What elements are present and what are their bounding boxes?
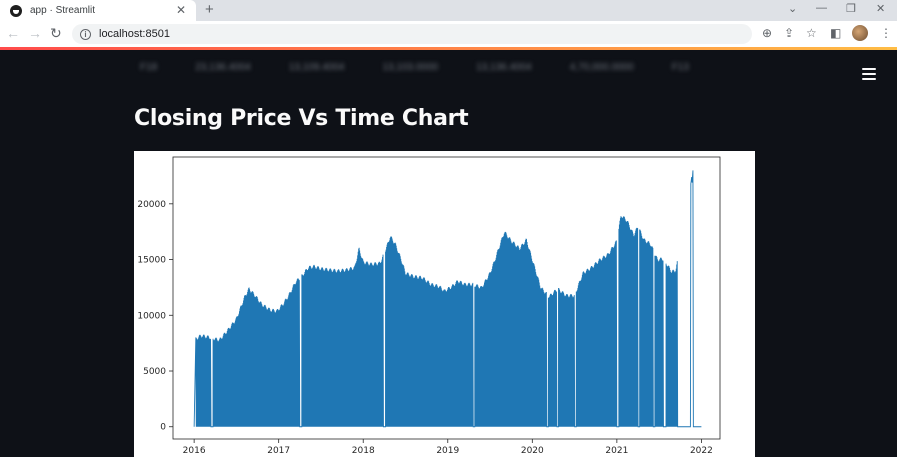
browser-tab[interactable]: app · Streamlit ✕ — [0, 0, 196, 21]
series-layer — [193, 170, 702, 428]
y-tick-label: 0 — [160, 423, 166, 433]
share-icon[interactable]: ⇪ — [784, 26, 795, 40]
blurred-cell: 23,136.4004 — [195, 62, 251, 73]
star-icon[interactable]: ☆ — [806, 26, 817, 40]
new-tab-icon[interactable]: + — [205, 1, 214, 18]
blurred-table-row: F18 23,136.4004 13,109.4004 13,103.0000 … — [140, 62, 760, 78]
reload-icon[interactable]: ↻ — [50, 25, 62, 41]
address-bar: ← → ↻ i localhost:8501 ⊕ ⇪ ☆ ◧ ⋮ — [0, 21, 897, 47]
close-icon[interactable]: ✕ — [176, 3, 187, 17]
forward-icon[interactable]: → — [28, 25, 42, 41]
x-tick-label: 2016 — [183, 446, 206, 456]
minimize-icon[interactable]: — — [816, 2, 827, 14]
x-tick-label: 2017 — [267, 446, 290, 456]
tab-title: app · Streamlit — [30, 5, 96, 16]
chart-figure: 0 5000 10000 15000 20000 2016 2017 2018 2019 202… — [134, 151, 755, 457]
blurred-cell: 13,136.4004 — [476, 62, 532, 73]
blurred-cell: 4,70,000.0000 — [569, 62, 634, 73]
url-text: localhost:8501 — [99, 28, 170, 40]
hamburger-menu-icon[interactable] — [862, 68, 876, 83]
info-icon[interactable]: i — [80, 28, 91, 40]
plot-frame — [172, 156, 721, 440]
x-tick-label: 2018 — [352, 446, 375, 456]
closing-price-series-line — [193, 170, 702, 428]
y-tick-label: 20000 — [137, 200, 166, 210]
sidepanel-icon[interactable]: ◧ — [830, 26, 842, 40]
avatar[interactable] — [852, 25, 868, 41]
closing-price-chart: 0 5000 10000 15000 20000 2016 2017 2018 2019 202… — [137, 156, 721, 456]
y-tick-label: 5000 — [143, 367, 166, 377]
x-tick-label: 2020 — [521, 446, 544, 456]
restore-icon[interactable]: ❐ — [846, 3, 856, 15]
x-tick-label: 2021 — [605, 446, 628, 456]
y-tick-label: 10000 — [137, 311, 166, 321]
back-icon[interactable]: ← — [6, 25, 20, 41]
kebab-menu-icon[interactable]: ⋮ — [880, 26, 892, 40]
page-title: Closing Price Vs Time Chart — [134, 106, 469, 131]
blurred-cell: F13 — [671, 62, 689, 73]
zoom-icon[interactable]: ⊕ — [762, 26, 773, 40]
window-close-icon[interactable]: ✕ — [876, 3, 886, 15]
x-tick-label: 2022 — [690, 446, 713, 456]
blurred-cell: 13,103.0000 — [382, 62, 439, 73]
url-input[interactable]: i localhost:8501 — [72, 24, 752, 44]
x-tick-label: 2019 — [436, 446, 459, 456]
blurred-cell: F18 — [140, 62, 158, 73]
streamlit-favicon — [10, 4, 22, 17]
x-axis: 2016 2017 2018 2019 2020 2021 2022 — [183, 439, 713, 456]
chevron-down-icon[interactable]: ⌄ — [788, 3, 798, 15]
browser-tab-bar: app · Streamlit ✕ + ⌄ — ❐ ✕ — [0, 0, 897, 21]
y-axis: 0 5000 10000 15000 20000 — [137, 200, 173, 433]
streamlit-app: F18 23,136.4004 13,109.4004 13,103.0000 … — [0, 50, 897, 457]
blurred-cell: 13,109.4004 — [288, 62, 345, 73]
y-tick-label: 15000 — [137, 256, 166, 266]
streamlit-decoration-bar — [0, 47, 897, 50]
